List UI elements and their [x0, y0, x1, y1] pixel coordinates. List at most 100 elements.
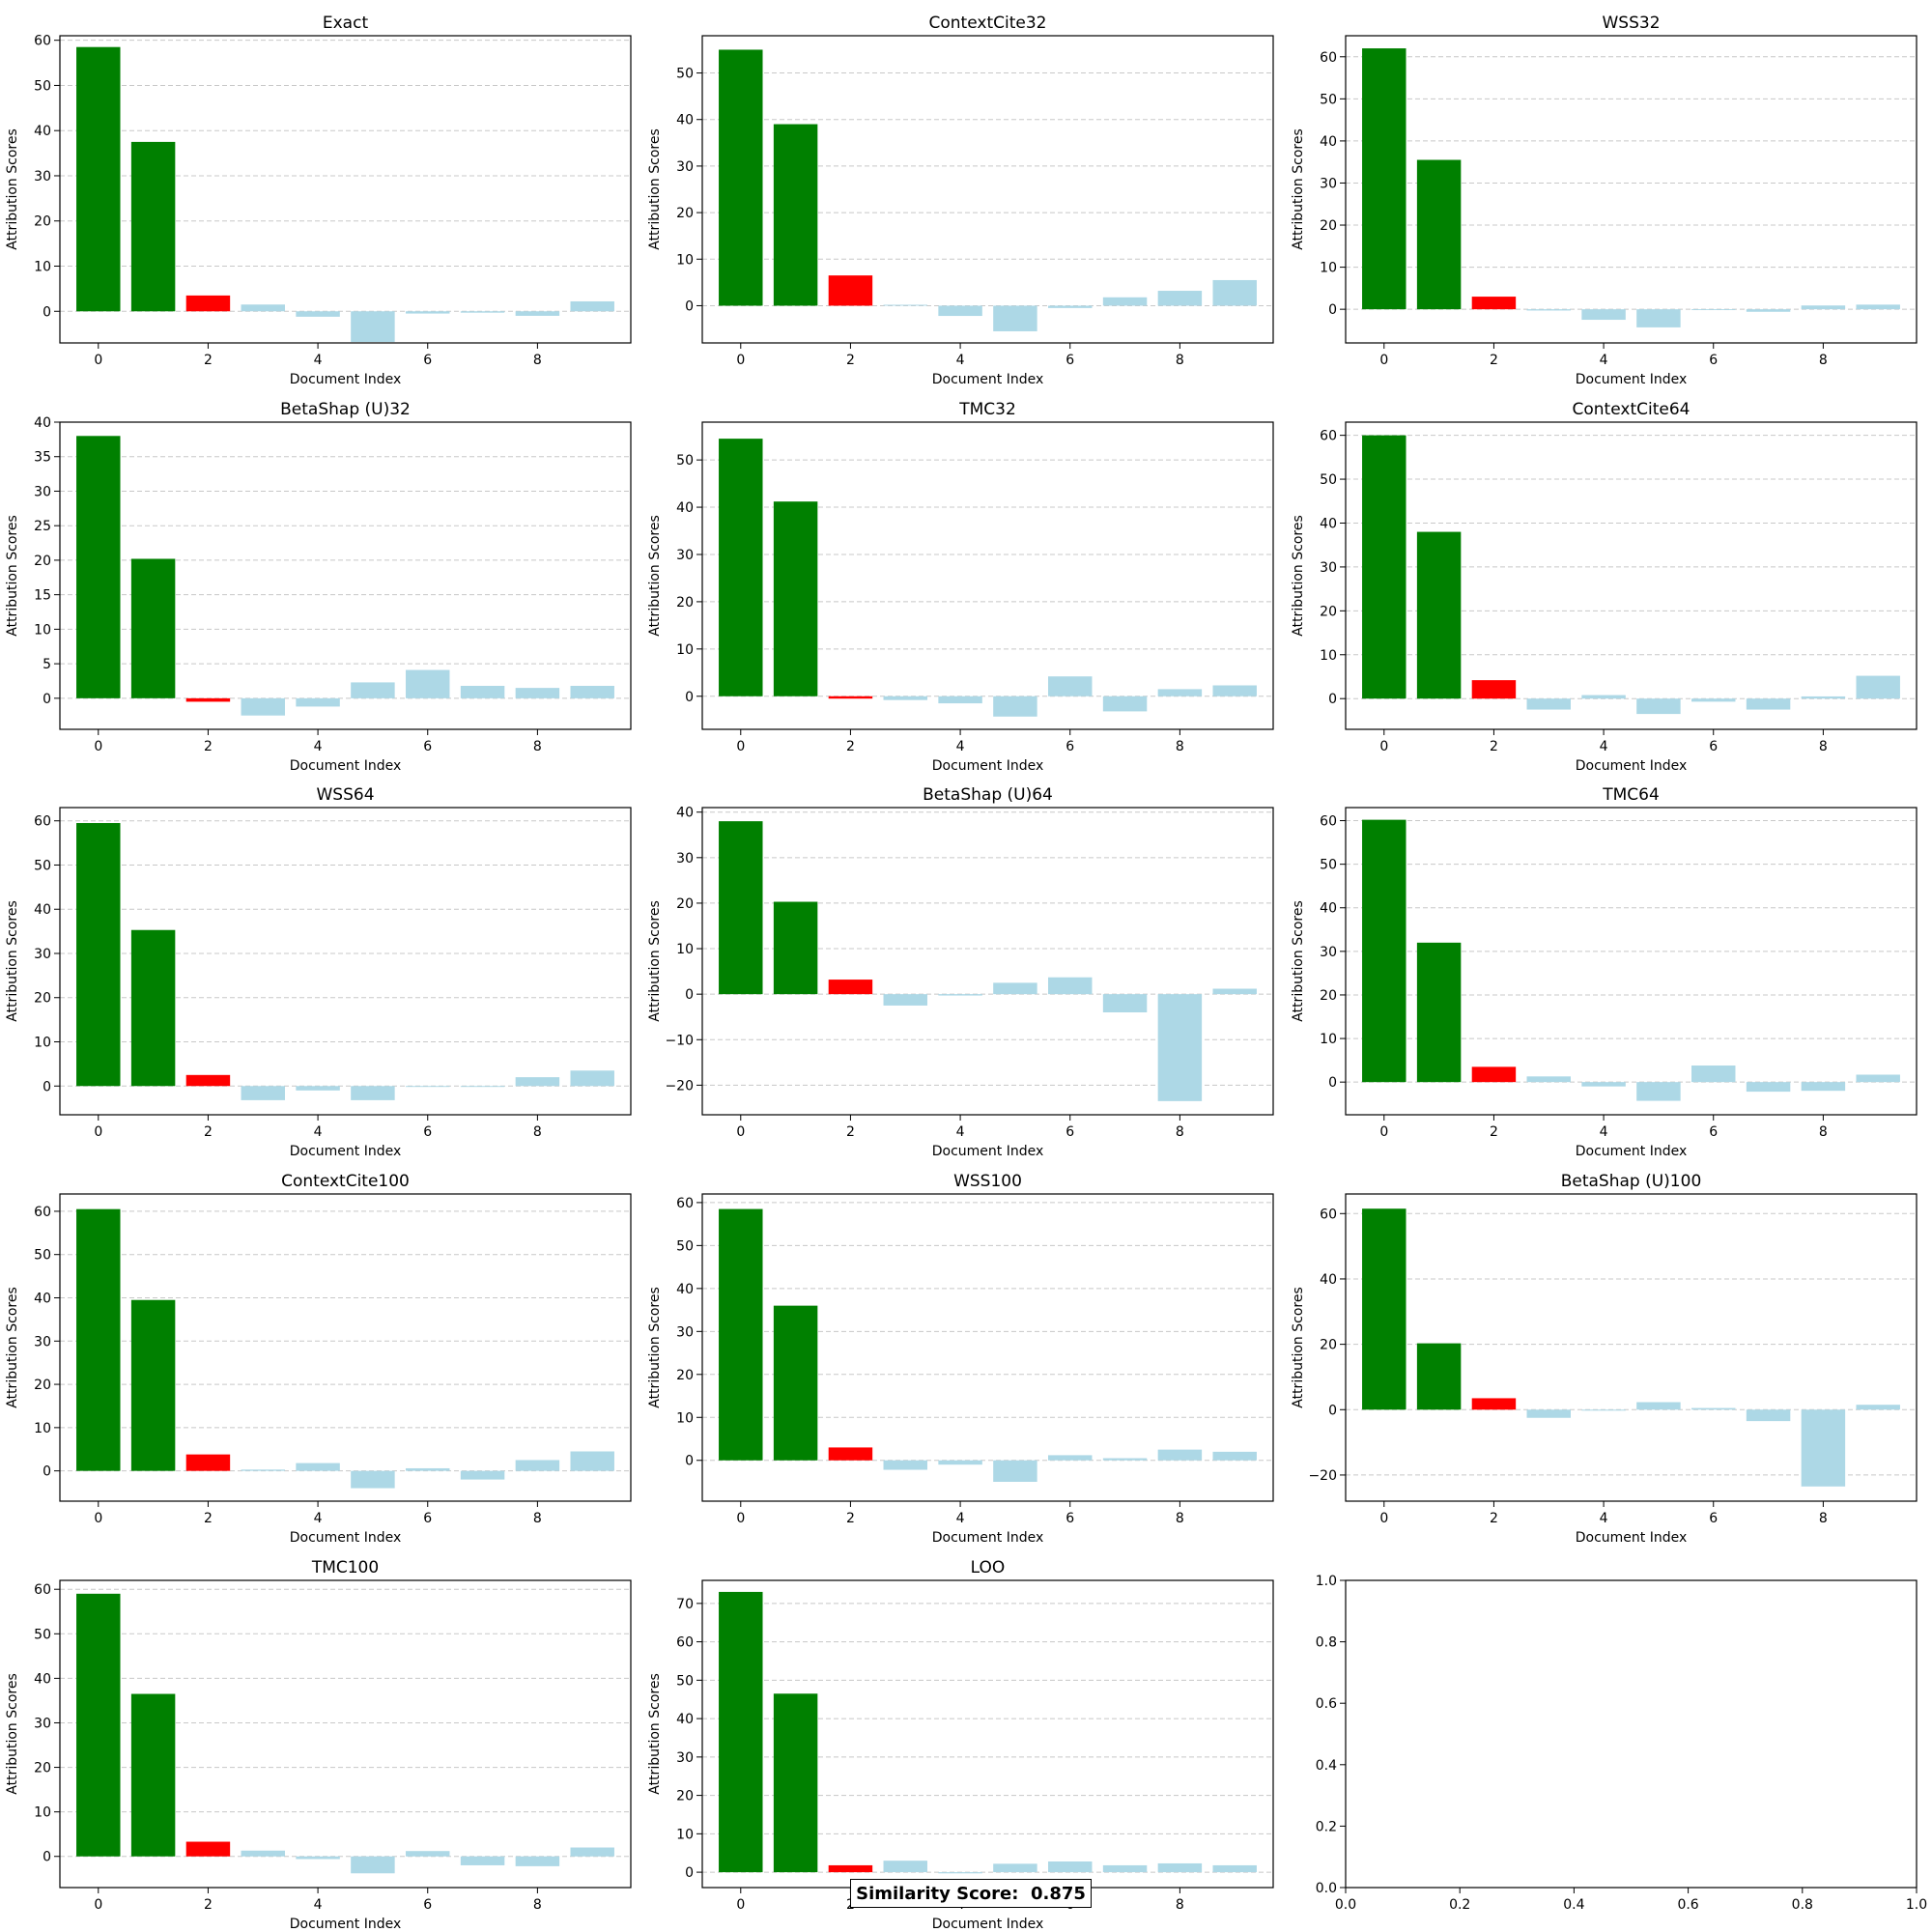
x-tick-label: 4 — [1600, 1124, 1608, 1140]
axes-frame — [1345, 35, 1918, 344]
bar-doc-0 — [76, 1593, 121, 1857]
axes-frame — [701, 807, 1274, 1116]
y-tick-label: 5 — [43, 657, 51, 672]
y-axis-label: Attribution Scores — [5, 515, 20, 637]
y-tick-label: 15 — [34, 588, 51, 604]
bar-doc-8 — [515, 1460, 560, 1471]
y-tick-label: 60 — [34, 34, 51, 49]
y-tick-label: 20 — [34, 991, 51, 1007]
x-tick-label: 6 — [423, 1897, 432, 1913]
y-tick-label: 20 — [1320, 604, 1337, 619]
chart-title: BetaShap (U)100 — [1561, 1172, 1702, 1191]
y-tick-label: 30 — [676, 548, 694, 563]
bar-doc-6 — [406, 311, 450, 314]
y-axis-label: Attribution Scores — [5, 128, 20, 250]
x-tick-label: 8 — [1819, 1124, 1828, 1140]
x-tick-label: 2 — [846, 1124, 855, 1140]
bar-doc-0 — [76, 1208, 121, 1471]
bar-doc-2 — [828, 1864, 873, 1873]
y-axis-label: Attribution Scores — [5, 1673, 20, 1795]
y-tick-label: 10 — [34, 1421, 51, 1436]
bar-doc-6 — [1048, 305, 1093, 308]
similarity-score-box: Similarity Score: 0.875 — [850, 1879, 1092, 1908]
y-tick-label: 10 — [676, 1827, 694, 1842]
chart-title: LOO — [971, 1558, 1006, 1577]
x-tick-label: 6 — [1065, 739, 1074, 754]
x-tick-label: 2 — [1490, 353, 1498, 368]
y-tick-label: 0.8 — [1316, 1635, 1337, 1651]
bar-doc-7 — [460, 1856, 505, 1865]
bar-doc-4 — [938, 696, 982, 704]
x-tick-label: 6 — [1065, 1511, 1074, 1526]
y-tick-label: 60 — [676, 1196, 694, 1211]
bar-doc-3 — [241, 697, 285, 716]
subplot-12: 0 2 4 6 8 0 10 20 30 40 50 60 TMC100 Document Index At… — [5, 1558, 632, 1932]
y-tick-label: 0 — [685, 987, 694, 1003]
chart-title: WSS32 — [1602, 14, 1660, 33]
bar-doc-9 — [1856, 1405, 1900, 1410]
y-tick-label: 40 — [1320, 901, 1337, 917]
bar-doc-0 — [719, 821, 763, 995]
y-tick-label: 20 — [1320, 1338, 1337, 1353]
bar-doc-3 — [1526, 698, 1571, 710]
y-tick-label: 10 — [34, 260, 51, 275]
y-tick-label: 40 — [1320, 516, 1337, 531]
bar-doc-2 — [185, 1841, 231, 1857]
y-tick-label: 10 — [34, 622, 51, 638]
bar-doc-9 — [1212, 279, 1257, 306]
bar-doc-5 — [351, 1470, 395, 1489]
y-axis-label: Attribution Scores — [1291, 1287, 1306, 1408]
bar-doc-7 — [460, 311, 505, 313]
y-axis-label: Attribution Scores — [1291, 515, 1306, 637]
y-tick-label: 30 — [34, 169, 51, 185]
bar-doc-0 — [1362, 1208, 1406, 1410]
bar-doc-8 — [1157, 1862, 1203, 1873]
x-axis-label: Document Index — [290, 372, 402, 387]
y-tick-label: 10 — [1320, 648, 1337, 664]
bar-doc-7 — [1102, 1864, 1148, 1873]
x-axis-label: Document Index — [932, 1530, 1044, 1546]
x-tick-label: 6 — [1709, 1124, 1718, 1140]
bar-doc-0 — [1362, 48, 1406, 310]
bar-doc-0 — [1362, 819, 1406, 1083]
y-tick-label: 20 — [676, 896, 694, 912]
y-tick-label: 10 — [34, 1805, 51, 1821]
x-tick-label: 8 — [1819, 353, 1828, 368]
x-tick-label: 8 — [533, 1511, 542, 1526]
y-tick-label: 10 — [34, 1036, 51, 1051]
y-tick-label: 70 — [676, 1597, 694, 1612]
y-tick-label: 0 — [1328, 1075, 1337, 1091]
y-tick-label: 1.0 — [1316, 1574, 1337, 1589]
bar-doc-2 — [1471, 1398, 1517, 1410]
chart-title: WSS64 — [316, 785, 374, 805]
subplot-6: 0 2 4 6 8 0 10 20 30 40 50 60 WSS64 Document Index Att… — [5, 785, 632, 1159]
y-axis-label: Attribution Scores — [5, 900, 20, 1022]
x-tick-label: 6 — [1709, 739, 1718, 754]
bar-doc-1 — [130, 1693, 176, 1857]
bar-doc-4 — [938, 1460, 982, 1465]
bar-doc-2 — [1471, 1066, 1517, 1083]
x-tick-label: 4 — [1600, 353, 1608, 368]
bar-doc-1 — [130, 929, 176, 1087]
x-tick-label: 0.8 — [1792, 1897, 1813, 1913]
x-tick-label: 2 — [204, 353, 213, 368]
y-tick-label: 50 — [34, 1627, 51, 1642]
bar-doc-0 — [719, 1591, 763, 1873]
bar-doc-3 — [1526, 309, 1571, 311]
y-tick-label: 20 — [1320, 988, 1337, 1004]
y-tick-label: 30 — [1320, 945, 1337, 960]
y-tick-label: 50 — [34, 858, 51, 873]
bar-doc-6 — [406, 1851, 450, 1857]
x-tick-label: 8 — [1176, 1124, 1184, 1140]
x-tick-label: 8 — [533, 1124, 542, 1140]
y-tick-label: 40 — [676, 1282, 694, 1297]
bar-doc-5 — [351, 682, 395, 698]
bar-doc-7 — [1746, 1082, 1791, 1093]
y-axis-label: Attribution Scores — [647, 900, 663, 1022]
axes-frame — [59, 1579, 632, 1889]
y-tick-label: 20 — [34, 1761, 51, 1776]
y-tick-label: 20 — [34, 1378, 51, 1393]
x-tick-label: 4 — [956, 739, 965, 754]
x-axis-label: Document Index — [1576, 758, 1688, 774]
x-tick-label: 0 — [1379, 1511, 1388, 1526]
